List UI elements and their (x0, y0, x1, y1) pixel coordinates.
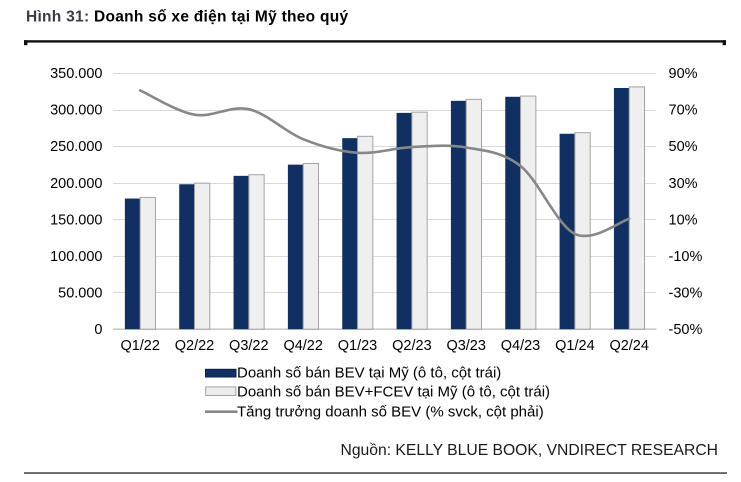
svg-text:Q1/22: Q1/22 (120, 338, 160, 354)
svg-text:Q3/22: Q3/22 (229, 338, 269, 354)
svg-text:50%: 50% (669, 139, 698, 155)
svg-text:Q2/23: Q2/23 (392, 338, 432, 354)
svg-text:Q3/23: Q3/23 (446, 338, 486, 354)
svg-text:Doanh số bán BEV tại Mỹ (ô tô,: Doanh số bán BEV tại Mỹ (ô tô, cột trái) (237, 365, 501, 382)
svg-text:70%: 70% (669, 103, 698, 119)
svg-text:200.000: 200.000 (50, 176, 102, 192)
svg-text:Q4/23: Q4/23 (501, 338, 541, 354)
svg-text:Hình 31: Doanh số xe điện tại: Hình 31: Doanh số xe điện tại Mỹ theo qu… (26, 9, 348, 26)
svg-text:Nguồn: KELLY BLUE BOOK, VNDIRE: Nguồn: KELLY BLUE BOOK, VNDIRECT RESEARC… (340, 442, 718, 459)
svg-text:Q2/24: Q2/24 (609, 338, 649, 354)
svg-text:90%: 90% (669, 66, 698, 82)
svg-text:-30%: -30% (669, 286, 703, 302)
svg-text:150.000: 150.000 (50, 212, 102, 228)
svg-text:Q2/22: Q2/22 (175, 338, 215, 354)
svg-text:Tăng trưởng doanh số BEV (% sv: Tăng trưởng doanh số BEV (% svck, cột ph… (237, 403, 544, 420)
svg-text:Q1/23: Q1/23 (338, 338, 378, 354)
svg-text:50.000: 50.000 (58, 286, 102, 302)
svg-text:Doanh số bán BEV+FCEV tại Mỹ (: Doanh số bán BEV+FCEV tại Mỹ (ô tô, cột … (237, 383, 550, 400)
svg-text:0: 0 (94, 322, 102, 338)
svg-text:250.000: 250.000 (50, 139, 102, 155)
svg-text:300.000: 300.000 (50, 103, 102, 119)
svg-text:-10%: -10% (669, 249, 703, 265)
svg-text:10%: 10% (669, 212, 698, 228)
svg-text:-50%: -50% (669, 322, 703, 338)
svg-text:30%: 30% (669, 176, 698, 192)
svg-text:Q4/22: Q4/22 (283, 338, 323, 354)
svg-text:Q1/24: Q1/24 (555, 338, 595, 354)
svg-text:350.000: 350.000 (50, 66, 102, 82)
svg-text:100.000: 100.000 (50, 249, 102, 265)
